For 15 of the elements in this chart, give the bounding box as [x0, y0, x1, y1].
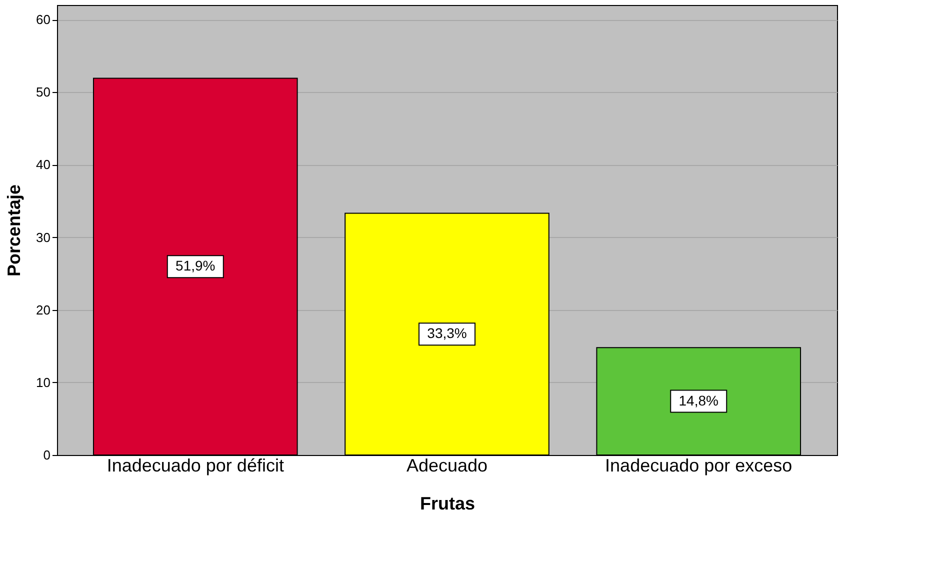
- data-label: 33,3%: [427, 325, 467, 342]
- y-tick-label: 0: [43, 448, 50, 462]
- y-tick-label: 10: [36, 374, 50, 390]
- y-tick-label: 40: [36, 157, 50, 172]
- y-tick-label: 60: [36, 12, 50, 28]
- x-tick-label: Adecuado: [406, 456, 488, 476]
- y-axis-title: Porcentaje: [4, 184, 24, 277]
- x-tick-label: Inadecuado por exceso: [605, 456, 792, 476]
- y-tick-label: 50: [36, 84, 50, 100]
- y-tick-label: 20: [36, 302, 50, 318]
- y-tick-label: 30: [36, 230, 50, 245]
- x-tick-label: Inadecuado por déficit: [106, 456, 284, 476]
- data-label: 51,9%: [176, 258, 216, 274]
- data-label: 14,8%: [678, 392, 718, 408]
- x-axis-title: Frutas: [420, 494, 476, 514]
